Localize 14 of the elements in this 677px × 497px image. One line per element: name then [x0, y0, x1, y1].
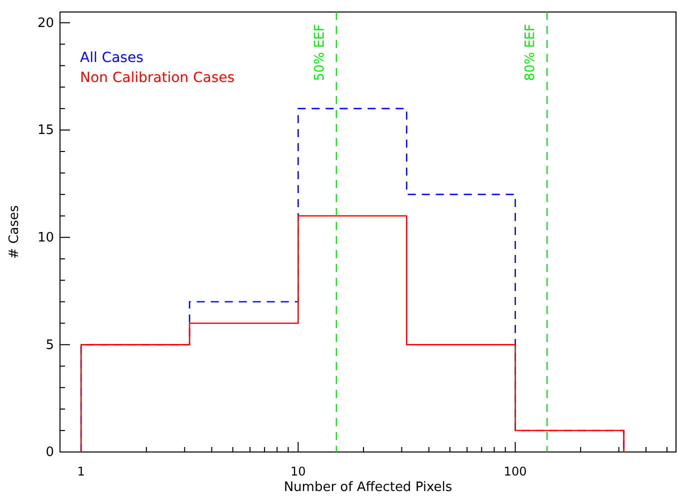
ref-line-label: 80% EEF [522, 24, 538, 81]
x-axis-title: Number of Affected Pixels [284, 480, 452, 495]
y-tick-label: 15 [37, 123, 54, 138]
y-axis-title: # Cases [7, 204, 22, 259]
y-tick-label: 0 [46, 445, 54, 460]
x-tick-label: 10 [290, 464, 306, 478]
x-tick-label: 1 [77, 464, 85, 478]
ref-line-label: 50% EEF [312, 24, 328, 81]
y-tick-label: 10 [37, 230, 54, 246]
x-tick-label: 100 [504, 464, 527, 478]
text: All Cases [80, 50, 144, 66]
text: Non Calibration Cases [80, 70, 235, 86]
y-tick-label: 20 [37, 16, 54, 31]
y-tick-label: 5 [46, 338, 54, 353]
